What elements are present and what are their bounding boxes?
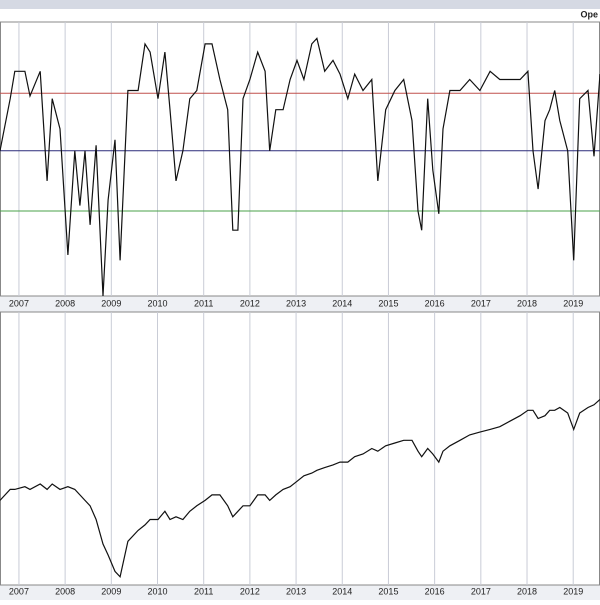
x-tick-label: 2018: [517, 586, 537, 596]
x-tick-label: 2007: [9, 586, 29, 596]
x-tick-label: 2013: [286, 586, 306, 596]
axis-strip: [0, 585, 600, 600]
x-tick-label: 2011: [194, 586, 213, 596]
x-tick-label: 2008: [55, 298, 75, 308]
x-tick-label: 2013: [286, 298, 306, 308]
x-tick-label: 2007: [9, 298, 29, 308]
chart-title: Ope: [580, 9, 598, 19]
data-line: [0, 37, 600, 297]
x-tick-label: 2017: [471, 586, 491, 596]
x-tick-label: 2010: [147, 298, 167, 308]
x-tick-label: 2009: [101, 298, 121, 308]
x-tick-label: 2010: [147, 586, 167, 596]
plot-frame: [0, 21, 600, 297]
plot-frame: [0, 311, 600, 586]
x-tick-label: 2016: [425, 298, 445, 308]
x-tick-label: 2019: [563, 586, 583, 596]
x-tick-label: 2009: [101, 586, 121, 596]
x-tick-label: 2014: [332, 298, 352, 308]
data-line: [0, 398, 600, 579]
x-tick-label: 2008: [55, 586, 75, 596]
x-tick-label: 2015: [378, 586, 398, 596]
x-tick-label: 2011: [194, 298, 213, 308]
x-tick-label: 2016: [425, 586, 445, 596]
x-tick-label: 2017: [471, 298, 491, 308]
x-tick-label: 2019: [563, 298, 583, 308]
x-tick-label: 2012: [240, 586, 260, 596]
header-bar: [0, 0, 600, 9]
x-tick-label: 2018: [517, 298, 537, 308]
axis-strip: [0, 296, 600, 312]
x-tick-label: 2012: [240, 298, 260, 308]
x-tick-label: 2014: [332, 586, 352, 596]
x-tick-label: 2015: [378, 298, 398, 308]
